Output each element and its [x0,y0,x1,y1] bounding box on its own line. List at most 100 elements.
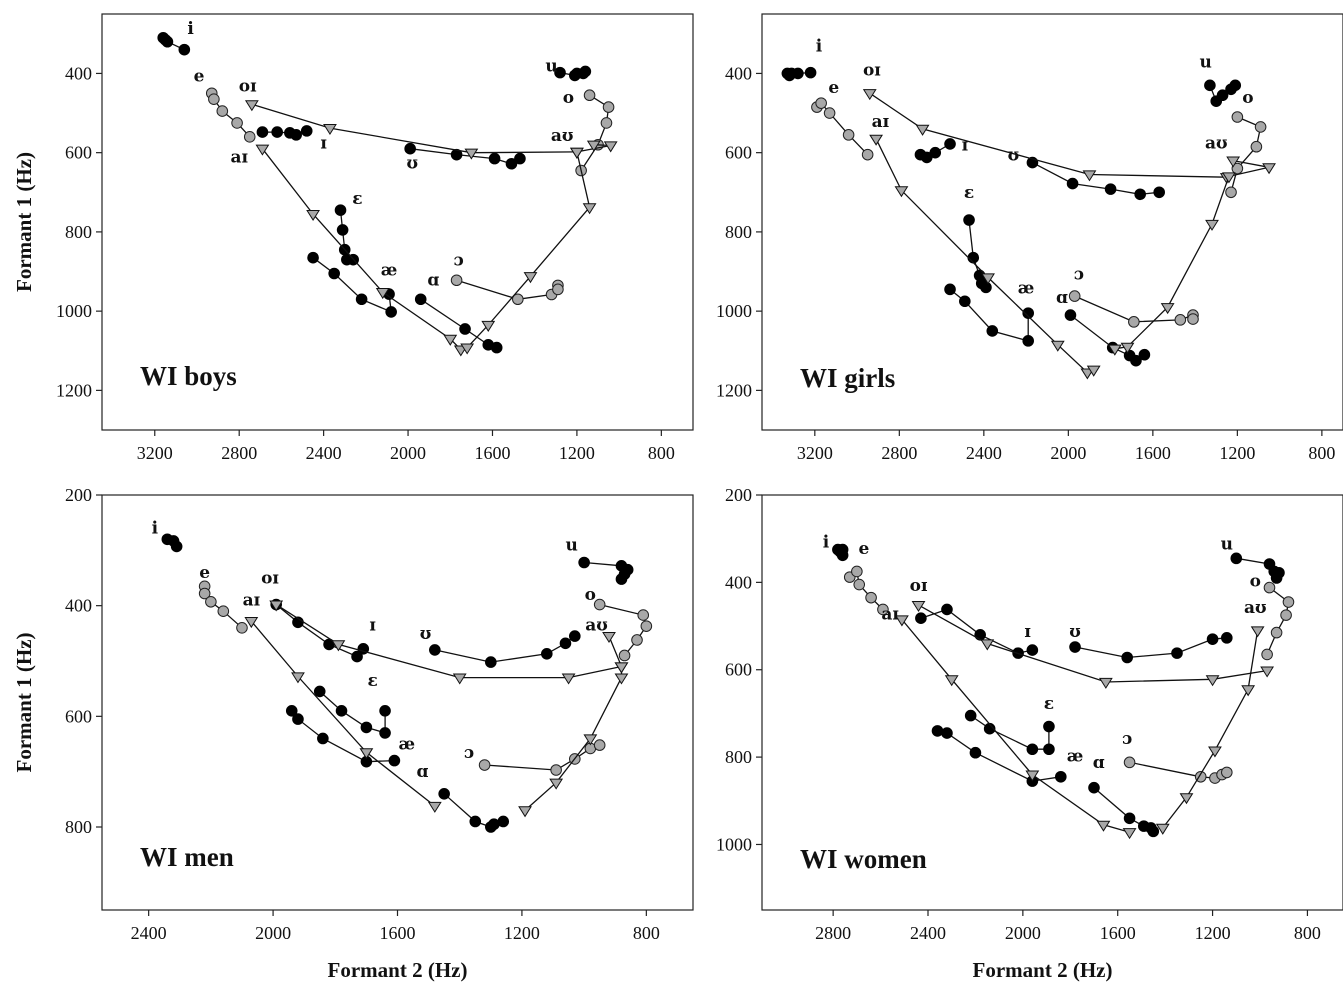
data-point [1066,177,1079,190]
vowel-label: i [152,519,159,539]
vowel-label: e [859,539,870,559]
diphthong-point [549,778,564,790]
diphthong-point [895,615,909,627]
series-ɛ [313,685,391,739]
diphthong-point [1160,303,1175,315]
series-line [524,635,623,811]
diphthong-point [561,673,576,685]
data-point [1282,596,1295,608]
data-point [317,732,329,745]
series-aɪ [895,615,1137,840]
x-tick-label: 2000 [1050,443,1086,463]
data-point [300,125,313,137]
panel-2: 3200 2800 2400 2000 1600 1200 800 400 600 800 1000… [716,13,1343,463]
x-tick-label: 2400 [910,923,946,943]
vowel-label: ɛ [964,183,974,203]
series-line [869,92,1227,178]
diphthong-point [427,801,442,813]
diphthong-point [1222,172,1236,184]
y-tick-label: 800 [725,222,752,242]
x-tick-label: 1600 [1135,443,1171,463]
data-point [459,323,471,335]
data-point [1138,348,1151,361]
data-point [1225,186,1237,199]
data-point [1270,626,1283,639]
data-point [1250,140,1263,153]
data-point [1026,644,1039,656]
diphthong-point [1096,820,1111,832]
diphthong-point [1107,344,1122,356]
diphthong-point [244,617,259,629]
y-tick-label: 1200 [56,380,92,400]
data-point [292,713,304,725]
diphthong-point [1120,342,1135,354]
data-point [579,65,592,78]
series-ʊ [1069,632,1233,664]
y-tick-label: 800 [65,817,92,837]
data-point [853,578,866,591]
data-point [497,815,510,828]
series-o [1261,581,1295,661]
vowel-label: ɪ [320,134,327,154]
data-point [1104,183,1117,195]
vowel-label: aʊ [585,616,608,636]
vowel-label: aɪ [243,591,261,611]
diphthong-point [603,141,618,153]
vowel-label: ɪ [962,136,969,156]
vowel-label: aɪ [230,148,248,168]
vowel-label: u [566,535,578,555]
series-o [575,89,615,177]
vowel-label: i [187,19,194,39]
data-point [600,117,613,129]
x-tick-label: 2000 [390,443,426,463]
series-i [161,533,183,553]
series-oɪ [862,89,1234,185]
data-point [1231,162,1244,175]
data-point [161,35,174,48]
data-point [559,637,572,650]
data-point [851,565,863,578]
data-point [1221,632,1233,644]
diphthong-point [1025,770,1040,782]
data-point [450,148,463,161]
data-point [569,630,581,642]
x-tick-label: 1200 [1219,443,1255,463]
series-u [554,65,592,82]
x-tick-label: 2400 [131,923,167,943]
data-point [974,628,986,641]
data-point [931,725,944,737]
x-tick-label: 800 [1308,443,1335,463]
data-point [602,101,615,113]
diphthong-point [911,600,926,613]
data-point [618,649,631,662]
y-tick-label: 800 [65,222,92,242]
series-ʊ [404,142,526,170]
data-point [355,293,368,306]
diphthong-point [452,673,467,685]
data-point [1187,313,1199,325]
vowel-label: aɪ [881,605,899,625]
data-point [379,727,391,739]
data-point [1088,781,1100,794]
data-point [1147,825,1160,838]
diphthong-point [894,186,909,198]
diphthong-point [269,600,284,612]
vowel-label: o [1250,572,1261,592]
data-point [388,754,401,767]
data-point [583,89,596,102]
data-point [256,126,269,138]
data-point [1022,307,1035,319]
diphthong-point [523,272,538,284]
vowel-label: ɔ [464,743,474,763]
panel-label: WI girls [800,363,895,393]
diphthong-point [359,748,374,760]
data-point [450,274,463,287]
x-axis-title: Formant 2 (Hz) [973,958,1113,982]
panel-label: WI women [800,844,927,874]
vowel-label: oɪ [239,76,257,96]
data-point [385,306,397,318]
diphthong-point [375,288,390,300]
diphthong-point [981,273,995,285]
data-point [328,267,340,280]
data-point [307,251,319,264]
